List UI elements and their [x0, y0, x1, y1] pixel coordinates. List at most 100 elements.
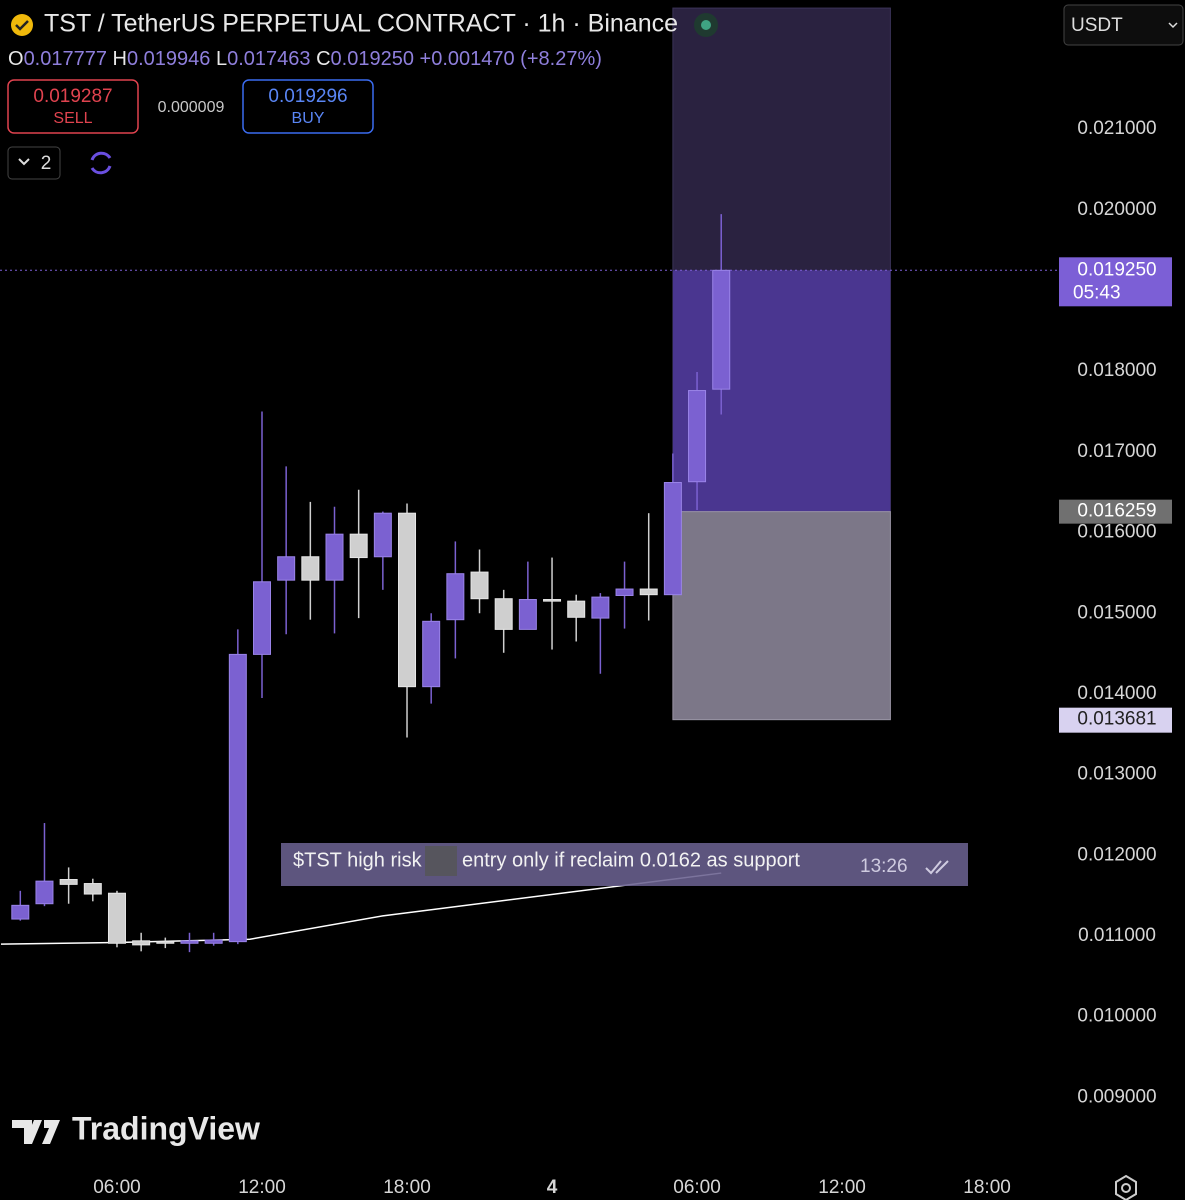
message-overlay: $TST high risk entry only if reclaim 0.01… — [281, 843, 968, 886]
y-tick-label: 0.020000 — [1077, 199, 1156, 220]
indicators-count: 2 — [41, 153, 52, 174]
candle-body — [35, 880, 54, 905]
last-price-tag — [1059, 257, 1172, 307]
status-dot-inner — [701, 20, 711, 30]
currency: USDT — [1071, 15, 1123, 36]
candle-body — [83, 883, 102, 895]
sell-label: SELL — [53, 110, 92, 127]
entry-label: 0.016259 — [1077, 501, 1156, 522]
x-tick-label: 06:00 — [673, 1177, 721, 1198]
buy-price: 0.019296 — [268, 86, 347, 107]
sync-icon[interactable] — [90, 151, 112, 175]
sell-button[interactable] — [7, 79, 139, 134]
last-price-label: 0.019250 — [1077, 259, 1156, 280]
ohlc-value: 0.017463 — [227, 48, 310, 70]
ohlc-row: O0.017777 H0.019946 L0.017463 C0.019250 … — [8, 48, 602, 70]
candle-body — [712, 269, 731, 390]
ohlc-key: O — [8, 48, 24, 70]
currency-select[interactable] — [1063, 4, 1184, 46]
ohlc-value: 0.019250 — [331, 48, 414, 70]
candle-body — [688, 390, 707, 483]
candle-body — [373, 512, 392, 558]
buy-button[interactable] — [242, 79, 374, 134]
candle-body — [107, 892, 126, 944]
logo-mark — [12, 1120, 60, 1144]
settings-icon[interactable] — [1115, 1174, 1137, 1200]
y-tick-label: 0.018000 — [1077, 360, 1156, 381]
ohlc-value: 0.017777 — [24, 48, 107, 70]
position-stop-zone — [672, 511, 891, 721]
spread: 0.000009 — [158, 99, 225, 116]
candle-body — [567, 600, 586, 618]
x-tick-label: 18:00 — [963, 1177, 1011, 1198]
y-tick-label: 0.014000 — [1077, 683, 1156, 704]
y-tick-label: 0.013000 — [1077, 764, 1156, 785]
candle-body — [277, 556, 296, 581]
x-tick-label: 4 — [547, 1177, 558, 1198]
message-text: entry only if reclaim 0.0162 as support — [462, 849, 800, 871]
candle-body — [494, 598, 513, 630]
candle-body — [180, 940, 199, 944]
candle-body — [446, 573, 465, 621]
read-checks — [925, 860, 949, 875]
x-tick-label: 06:00 — [93, 1177, 141, 1198]
y-tick-label: 0.011000 — [1078, 925, 1156, 946]
sell-price: 0.019287 — [33, 86, 112, 107]
entry-tag — [1059, 499, 1172, 524]
candle-body — [470, 571, 489, 600]
candle-body — [398, 512, 417, 688]
chevron — [1168, 22, 1178, 29]
y-tick-label: 0.012000 — [1077, 844, 1156, 865]
sync-arc — [90, 151, 112, 175]
ohlc-key: L — [216, 48, 227, 70]
symbol-title: TST / TetherUS PERPETUAL CONTRACT · 1h ·… — [44, 10, 678, 38]
candle-body — [615, 588, 634, 596]
candle-body — [591, 596, 610, 619]
buy-label: BUY — [292, 110, 325, 127]
symbol-check — [15, 20, 29, 31]
moving-average — [0, 872, 722, 945]
candle-body — [252, 581, 271, 655]
message-time: 13:26 — [860, 856, 908, 877]
indicators-toggle[interactable] — [7, 146, 61, 180]
candle-body — [156, 941, 175, 944]
candle-body — [543, 599, 562, 602]
watermark: TradingView — [72, 1110, 260, 1146]
y-tick-label: 0.010000 — [1077, 1006, 1156, 1027]
y-tick-label: 0.016000 — [1077, 522, 1156, 543]
symbol-icon — [11, 14, 33, 36]
candle-body — [301, 556, 320, 581]
ohlc-key: H — [113, 48, 127, 70]
ohlc-change: +0.001470 (+8.27%) — [420, 48, 602, 70]
settings-icon-center — [1121, 1183, 1131, 1193]
candle-body — [325, 533, 344, 581]
chevron — [18, 158, 30, 166]
stop-tag — [1059, 707, 1172, 733]
message-text: $TST high risk — [293, 849, 423, 871]
candle-body — [132, 940, 151, 946]
candle-body — [228, 653, 247, 943]
ohlc-value: 0.019946 — [127, 48, 210, 70]
emoji-placeholder — [425, 846, 457, 876]
countdown: 05:43 — [1073, 282, 1121, 303]
candle-body — [663, 482, 682, 596]
y-tick-label: 0.009000 — [1077, 1086, 1156, 1107]
candle-body — [349, 533, 368, 559]
x-tick-label: 18:00 — [383, 1177, 431, 1198]
candle-body — [204, 939, 223, 944]
x-tick-label: 12:00 — [818, 1177, 866, 1198]
x-tick-label: 12:00 — [238, 1177, 286, 1198]
candle-body — [639, 588, 658, 596]
candle-body — [11, 904, 30, 920]
plot-area: 0.009000 0.010000 0.011000 0.012000 0.013000… — [0, 7, 1172, 1198]
candle-body — [422, 620, 441, 688]
candle-body — [518, 599, 537, 630]
y-tick-label: 0.015000 — [1077, 602, 1156, 623]
message-box — [281, 843, 968, 886]
y-tick-label: 0.017000 — [1077, 441, 1156, 462]
y-tick-label: 0.021000 — [1077, 118, 1156, 139]
stop-label: 0.013681 — [1077, 709, 1156, 730]
candle-body — [59, 879, 78, 885]
ohlc-key: C — [316, 48, 330, 70]
